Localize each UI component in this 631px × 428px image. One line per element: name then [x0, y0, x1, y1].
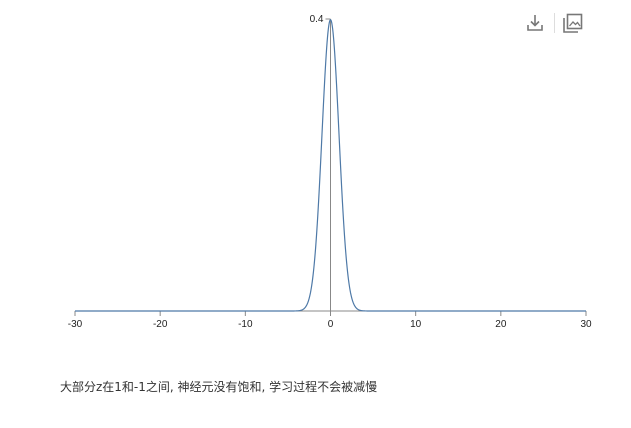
chart-toolbar [520, 10, 590, 36]
y-tick-label: 0.4 [310, 14, 324, 25]
gallery-icon [563, 13, 583, 33]
chart-caption: 大部分z在1和-1之间, 神经元没有饱和, 学习过程不会被减慢 [60, 380, 378, 394]
x-tick-label: 20 [495, 319, 507, 330]
x-tick-label: -20 [153, 319, 168, 330]
series-line [75, 18, 586, 312]
toolbar-separator [554, 13, 555, 33]
download-button[interactable] [522, 10, 548, 36]
x-tick-label: 10 [410, 319, 422, 330]
download-icon [527, 15, 543, 31]
chart: -30 -20 -10 0 10 20 30 0.4 [68, 14, 592, 330]
gallery-button[interactable] [560, 10, 586, 36]
x-tick-label: -10 [238, 319, 253, 330]
x-tick-label: -30 [68, 319, 83, 330]
x-tick-label: 0 [328, 319, 334, 330]
chart-axes: -30 -20 -10 0 10 20 30 0.4 [68, 14, 592, 330]
chart-series-layer [75, 18, 586, 312]
x-tick-label: 30 [580, 319, 592, 330]
